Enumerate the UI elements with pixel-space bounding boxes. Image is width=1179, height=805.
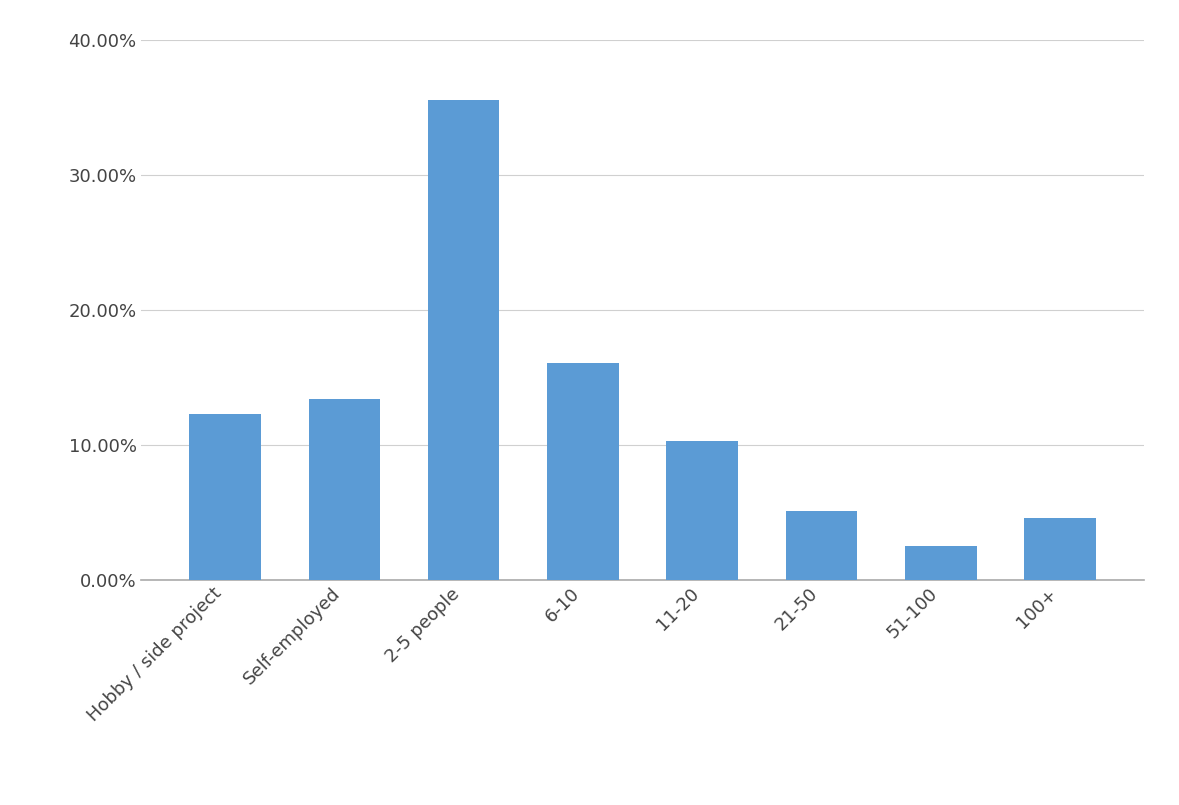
Bar (666, 440, 738, 580)
Bar (309, 399, 380, 580)
Bar (1025, 518, 1096, 580)
Bar (189, 414, 261, 580)
Bar (428, 100, 500, 580)
Bar (905, 546, 976, 580)
Bar (785, 511, 857, 580)
Bar (547, 362, 619, 580)
